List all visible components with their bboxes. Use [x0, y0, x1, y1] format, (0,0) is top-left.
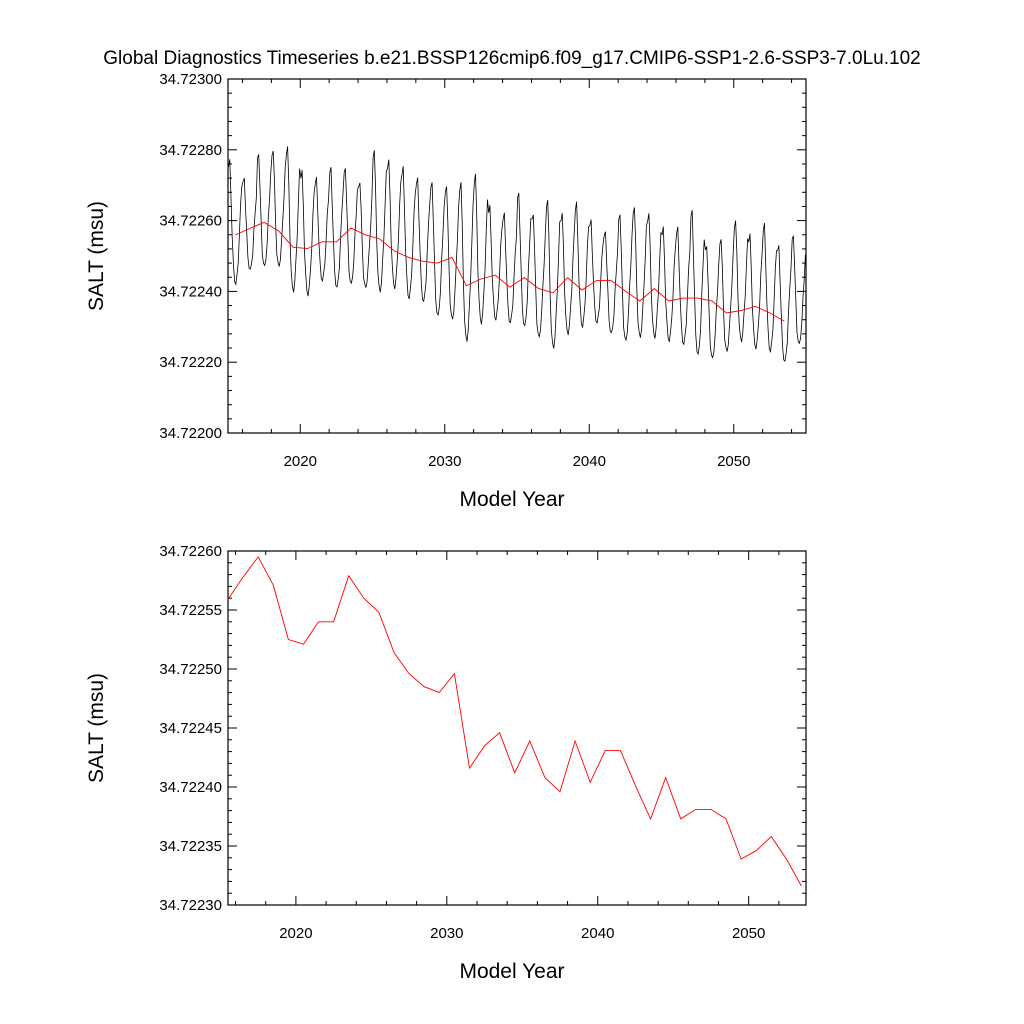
- x-tick-label: 2020: [284, 453, 317, 470]
- y-tick-label: 34.72260: [159, 543, 222, 560]
- y-tick-label: 34.72240: [159, 779, 222, 796]
- annual-series-line: [227, 556, 802, 887]
- x-tick-label: 2040: [581, 925, 614, 942]
- y-tick-label: 34.72250: [159, 661, 222, 678]
- figure-title: Global Diagnostics Timeseries b.e21.BSSP…: [103, 48, 920, 69]
- y-tick-label: 34.72245: [159, 720, 222, 737]
- x-tick-label: 2020: [279, 925, 312, 942]
- x-tick-label: 2040: [573, 453, 606, 470]
- plot-frame: [227, 550, 807, 906]
- y-tick-label: 34.72235: [159, 838, 222, 855]
- y-tick-labels: 34.72200 34.72220 34.72240 34.72260 34.72280…: [159, 71, 222, 442]
- y-tick-label: 34.72280: [159, 142, 222, 159]
- plot-frame: [227, 78, 807, 434]
- annual-series-line: [235, 221, 785, 322]
- annual-panel: 34.72230 34.72235 34.72240 34.72245 34.72250…: [85, 543, 807, 983]
- y-tick-label: 34.72300: [159, 71, 222, 88]
- y-tick-label: 34.72255: [159, 602, 222, 619]
- x-axis-label: Model Year: [459, 960, 564, 983]
- x-tick-label: 2030: [428, 453, 461, 470]
- y-tick-label: 34.72220: [159, 354, 222, 371]
- tick-marks: [228, 550, 806, 906]
- y-tick-label: 34.72240: [159, 283, 222, 300]
- y-tick-label: 34.72260: [159, 213, 222, 230]
- tick-marks: [228, 78, 806, 434]
- monthly-series-line: [228, 146, 806, 362]
- x-tick-label: 2050: [717, 453, 750, 470]
- x-tick-labels: 2020 2030 2040 2050: [284, 453, 751, 470]
- y-axis-label: SALT (msu): [85, 673, 108, 783]
- x-tick-labels: 2020 2030 2040 2050: [279, 925, 765, 942]
- y-axis-label: SALT (msu): [85, 201, 108, 311]
- monthly-annual-panel: 34.72200 34.72220 34.72240 34.72260 34.72280…: [85, 71, 807, 511]
- y-tick-labels: 34.72230 34.72235 34.72240 34.72245 34.72250…: [159, 543, 222, 914]
- x-tick-label: 2030: [430, 925, 463, 942]
- x-axis-label: Model Year: [459, 488, 564, 511]
- y-tick-label: 34.72230: [159, 897, 222, 914]
- x-tick-label: 2050: [732, 925, 765, 942]
- y-tick-label: 34.72200: [159, 425, 222, 442]
